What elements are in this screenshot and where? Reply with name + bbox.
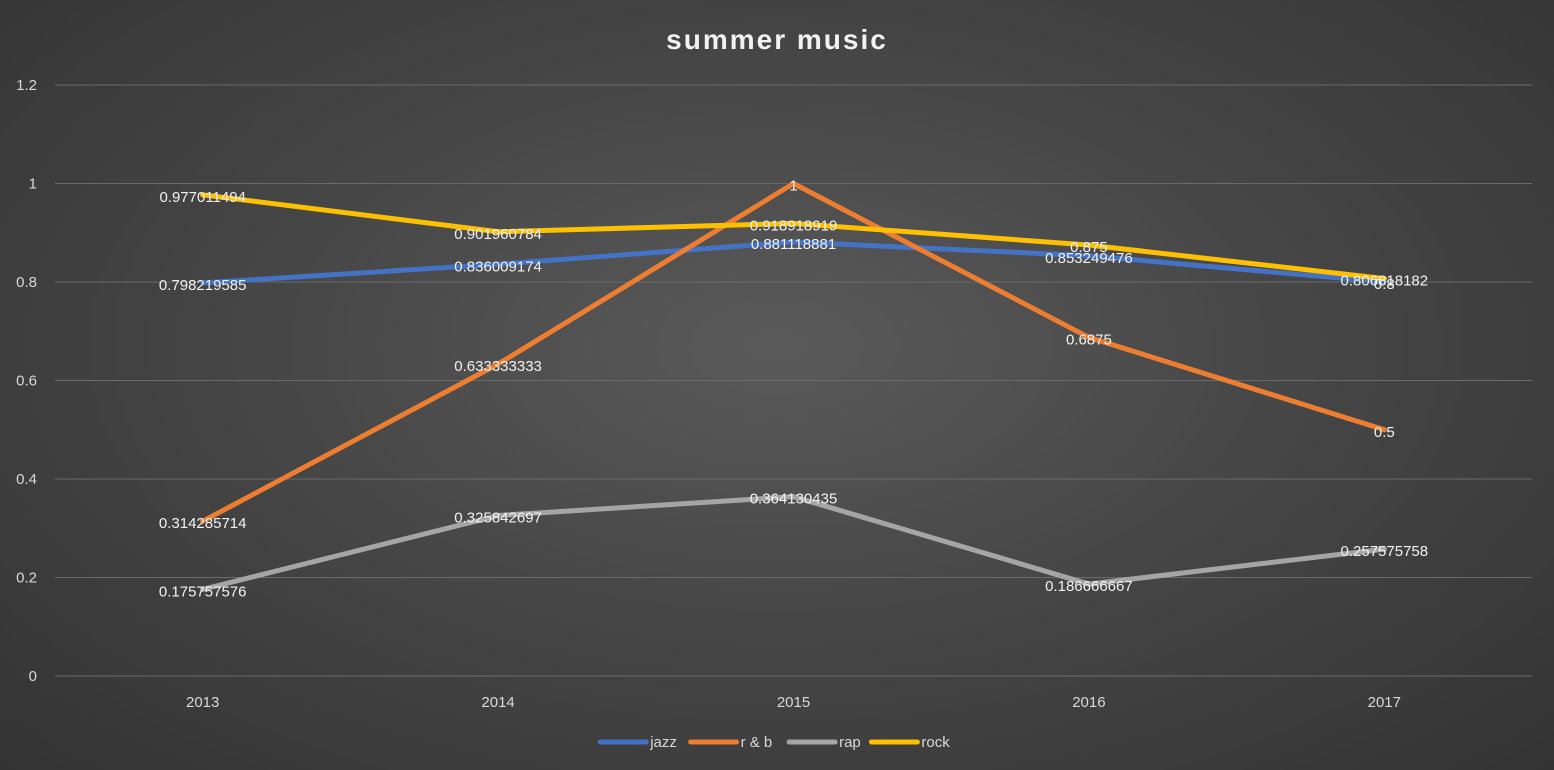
legend-label: jazz <box>649 734 677 751</box>
x-tick-label: 2014 <box>481 694 514 711</box>
data-label: 0.633333333 <box>454 358 542 375</box>
y-axis: 0 0.2 0.4 0.6 0.8 1 1.2 <box>16 77 37 685</box>
data-label: 0.325842697 <box>454 510 542 527</box>
gridlines <box>55 84 1532 677</box>
y-tick-label: 0.2 <box>16 570 37 587</box>
data-point <box>1086 253 1092 259</box>
legend-label: rock <box>921 734 950 751</box>
data-label: 0.5 <box>1374 424 1395 441</box>
data-label: 0.257575758 <box>1341 543 1429 560</box>
data-label: 0.875 <box>1070 239 1108 256</box>
legend-label: rap <box>839 734 861 751</box>
data-point <box>1381 276 1387 282</box>
x-tick-label: 2017 <box>1368 694 1401 711</box>
data-point <box>200 192 206 198</box>
data-labels: 0.798219585 0.836009174 0.881118881 0.85324… <box>159 178 1428 601</box>
data-point <box>495 361 501 367</box>
x-axis: 2013 2014 2015 2016 2017 <box>186 694 1401 711</box>
data-point <box>495 513 501 519</box>
y-tick-label: 0.8 <box>16 274 37 291</box>
y-tick-label: 0 <box>29 668 37 685</box>
data-point <box>495 261 501 267</box>
series-line-rap <box>200 494 1387 592</box>
data-point <box>1086 334 1092 340</box>
data-label: 0.798219585 <box>159 277 247 294</box>
legend-label: r & b <box>741 734 773 751</box>
data-label: 0.6875 <box>1066 331 1112 348</box>
data-label: 0.314285714 <box>159 515 247 532</box>
x-tick-label: 2013 <box>186 694 219 711</box>
data-label: 0.881118881 <box>751 236 836 253</box>
y-tick-label: 1 <box>29 176 37 193</box>
data-point <box>791 494 796 500</box>
data-point <box>791 181 796 186</box>
data-point <box>200 586 206 592</box>
data-point <box>200 518 206 524</box>
legend: jazz r & b rap rock <box>597 734 950 751</box>
chart-title: summer music <box>666 24 888 55</box>
data-label: 0.175757576 <box>159 583 247 600</box>
data-point <box>200 280 206 286</box>
data-point <box>1086 242 1092 248</box>
x-tick-label: 2015 <box>777 694 810 711</box>
series-lines <box>200 181 1387 592</box>
data-point <box>1381 427 1387 433</box>
data-label: 0.836009174 <box>454 258 542 275</box>
data-label: 0.8 <box>1374 276 1395 293</box>
data-label: 1 <box>789 178 797 195</box>
data-point <box>1381 546 1387 552</box>
data-label: 0.918918919 <box>750 217 838 234</box>
x-tick-label: 2016 <box>1072 694 1105 711</box>
data-label: 0.977011494 <box>159 189 245 206</box>
data-label: 0.806818182 <box>1341 273 1429 290</box>
data-label: 0.364130435 <box>750 491 838 508</box>
y-tick-label: 1.2 <box>16 77 37 94</box>
data-label: 0.853249476 <box>1045 250 1133 267</box>
data-point <box>1086 581 1092 587</box>
data-point <box>495 229 501 235</box>
data-label: 0.186666667 <box>1045 578 1133 595</box>
data-point <box>791 239 796 245</box>
data-label: 0.901960784 <box>454 226 542 243</box>
y-tick-label: 0.6 <box>16 373 37 390</box>
data-point <box>791 220 796 226</box>
y-tick-label: 0.4 <box>16 471 37 488</box>
